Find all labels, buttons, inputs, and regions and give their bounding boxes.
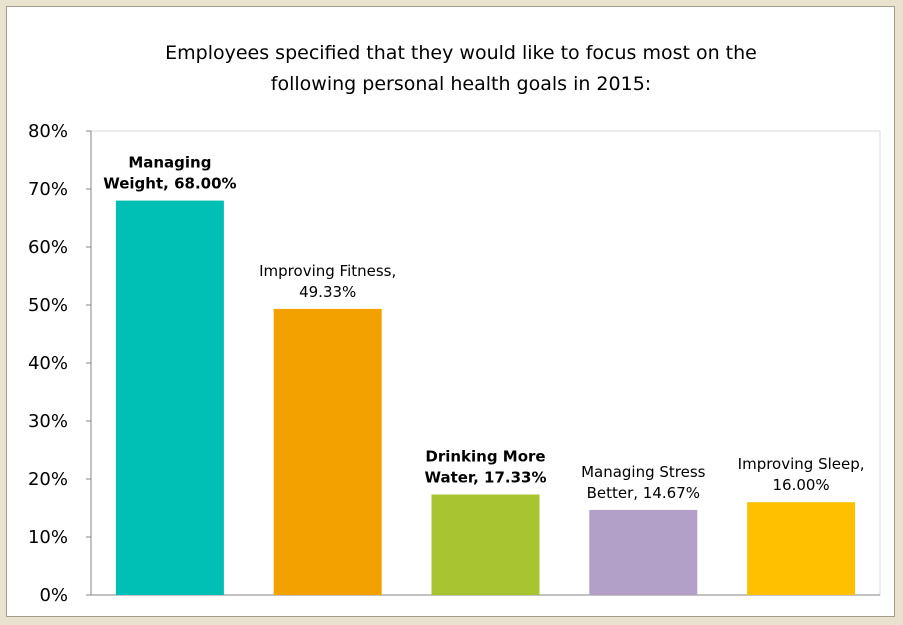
y-tick-label: 0% — [39, 585, 68, 606]
data-label: Water, 17.33% — [424, 468, 546, 486]
y-axis-ticks: 0% 10% 20% 30% 40% 50% 60% 70% 80% — [28, 121, 91, 606]
data-label: Managing — [128, 154, 211, 172]
y-tick-label: 60% — [28, 237, 68, 258]
y-tick-label: 70% — [28, 179, 68, 200]
y-tick-label: 80% — [28, 121, 68, 142]
data-label: Improving Sleep, — [738, 455, 865, 473]
bars — [115, 200, 856, 595]
data-label: Improving Fitness, — [259, 262, 396, 280]
y-tick-label: 10% — [28, 527, 68, 548]
data-label: Managing Stress — [581, 463, 706, 481]
y-tick-label: 20% — [28, 469, 68, 490]
data-label: Drinking More — [425, 447, 545, 465]
data-label: Weight, 68.00% — [103, 175, 236, 193]
bar — [115, 200, 224, 595]
chart-title-line-1: Employees specified that they would like… — [165, 42, 757, 64]
data-label: 16.00% — [772, 476, 829, 494]
data-labels: Managing Weight, 68.00% Improving Fitness,… — [103, 154, 864, 502]
data-label: Better, 14.67% — [587, 484, 700, 502]
bar — [273, 308, 382, 595]
data-label: 49.33% — [299, 283, 356, 301]
y-tick-label: 50% — [28, 295, 68, 316]
y-tick-label: 40% — [28, 353, 68, 374]
bar — [589, 509, 698, 595]
bar — [747, 502, 856, 595]
y-tick-label: 30% — [28, 411, 68, 432]
chart-title-line-2: following personal health goals in 2015: — [271, 73, 651, 95]
bar — [431, 494, 540, 595]
